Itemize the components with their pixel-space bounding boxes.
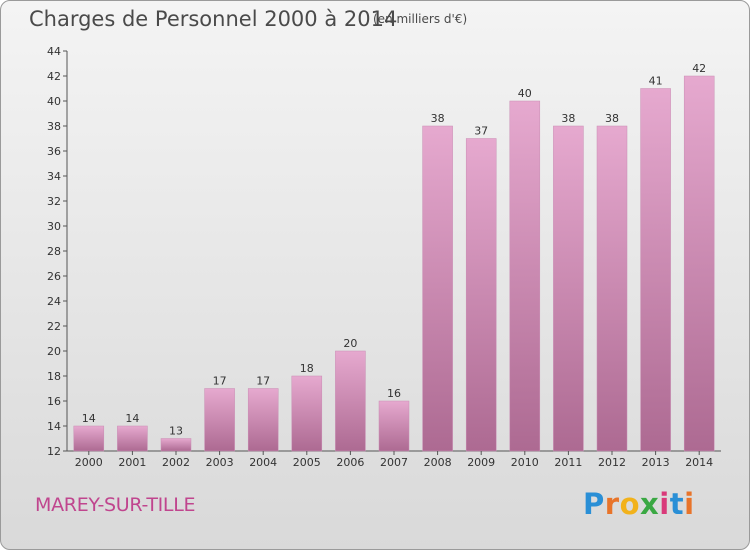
y-tick-label: 44: [47, 45, 61, 58]
proxiti-logo: Proxiti: [583, 487, 695, 521]
bar: [160, 438, 192, 452]
bar: [683, 75, 715, 452]
logo-letter: o: [619, 487, 641, 521]
bar-value-label: 20: [343, 337, 357, 350]
x-tick-label: 2010: [511, 456, 539, 469]
y-tick-label: 32: [47, 195, 61, 208]
bar: [596, 125, 628, 452]
bar: [509, 100, 541, 452]
bar: [247, 388, 279, 452]
logo-letter: P: [583, 487, 605, 521]
bar: [465, 138, 497, 452]
x-tick-label: 2007: [380, 456, 408, 469]
y-tick-label: 26: [47, 270, 61, 283]
bar-value-label: 14: [82, 412, 96, 425]
x-tick-label: 2009: [467, 456, 495, 469]
y-tick-label: 16: [47, 395, 61, 408]
y-tick-label: 14: [47, 420, 61, 433]
chart-unit: (en milliers d'€): [373, 12, 468, 26]
bar-value-label: 14: [125, 412, 139, 425]
chart-title: Charges de Personnel 2000 à 2014: [29, 7, 398, 31]
x-tick-label: 2003: [206, 456, 234, 469]
bar-value-label: 38: [431, 112, 445, 125]
bar-value-label: 42: [692, 62, 706, 75]
y-tick-label: 38: [47, 120, 61, 133]
y-tick-label: 30: [47, 220, 61, 233]
bar-value-label: 13: [169, 425, 183, 438]
y-tick-label: 20: [47, 345, 61, 358]
bar-value-label: 17: [256, 375, 270, 388]
y-tick-label: 34: [47, 170, 61, 183]
bar: [422, 125, 453, 452]
bar-value-label: 17: [213, 375, 227, 388]
x-tick-label: 2006: [336, 456, 364, 469]
x-tick-label: 2004: [249, 456, 277, 469]
bar: [117, 425, 148, 452]
bar-value-label: 38: [605, 112, 619, 125]
x-tick-label: 2002: [162, 456, 190, 469]
x-tick-label: 2005: [293, 456, 321, 469]
y-tick-label: 18: [47, 370, 61, 383]
bar-value-label: 40: [518, 87, 532, 100]
y-tick-label: 12: [47, 445, 61, 458]
bar-value-label: 16: [387, 387, 401, 400]
y-tick-label: 28: [47, 245, 61, 258]
bar-value-label: 38: [561, 112, 575, 125]
logo-letter: t: [669, 487, 685, 521]
bar: [291, 375, 323, 452]
x-tick-label: 2011: [554, 456, 582, 469]
x-tick-label: 2001: [118, 456, 146, 469]
bar: [640, 88, 671, 452]
x-tick-label: 2008: [424, 456, 452, 469]
y-tick-label: 22: [47, 320, 61, 333]
x-tick-label: 2012: [598, 456, 626, 469]
bar: [553, 125, 584, 452]
commune-name: MAREY-SUR-TILLE: [35, 494, 196, 516]
bar: [204, 388, 235, 452]
x-tick-label: 2014: [685, 456, 713, 469]
bar-value-label: 41: [649, 75, 663, 88]
bar: [378, 400, 410, 452]
y-tick-label: 42: [47, 70, 61, 83]
y-tick-label: 36: [47, 145, 61, 158]
x-tick-label: 2000: [75, 456, 103, 469]
y-tick-label: 40: [47, 95, 61, 108]
y-tick-label: 24: [47, 295, 61, 308]
logo-letter: i: [684, 487, 695, 521]
logo-letter: r: [604, 487, 620, 521]
logo-letter: x: [640, 487, 660, 521]
bar-value-label: 18: [300, 362, 314, 375]
bar: [73, 425, 105, 452]
logo-letter: i: [659, 487, 670, 521]
bar: [335, 350, 366, 452]
bar-value-label: 37: [474, 125, 488, 138]
x-tick-label: 2013: [642, 456, 670, 469]
